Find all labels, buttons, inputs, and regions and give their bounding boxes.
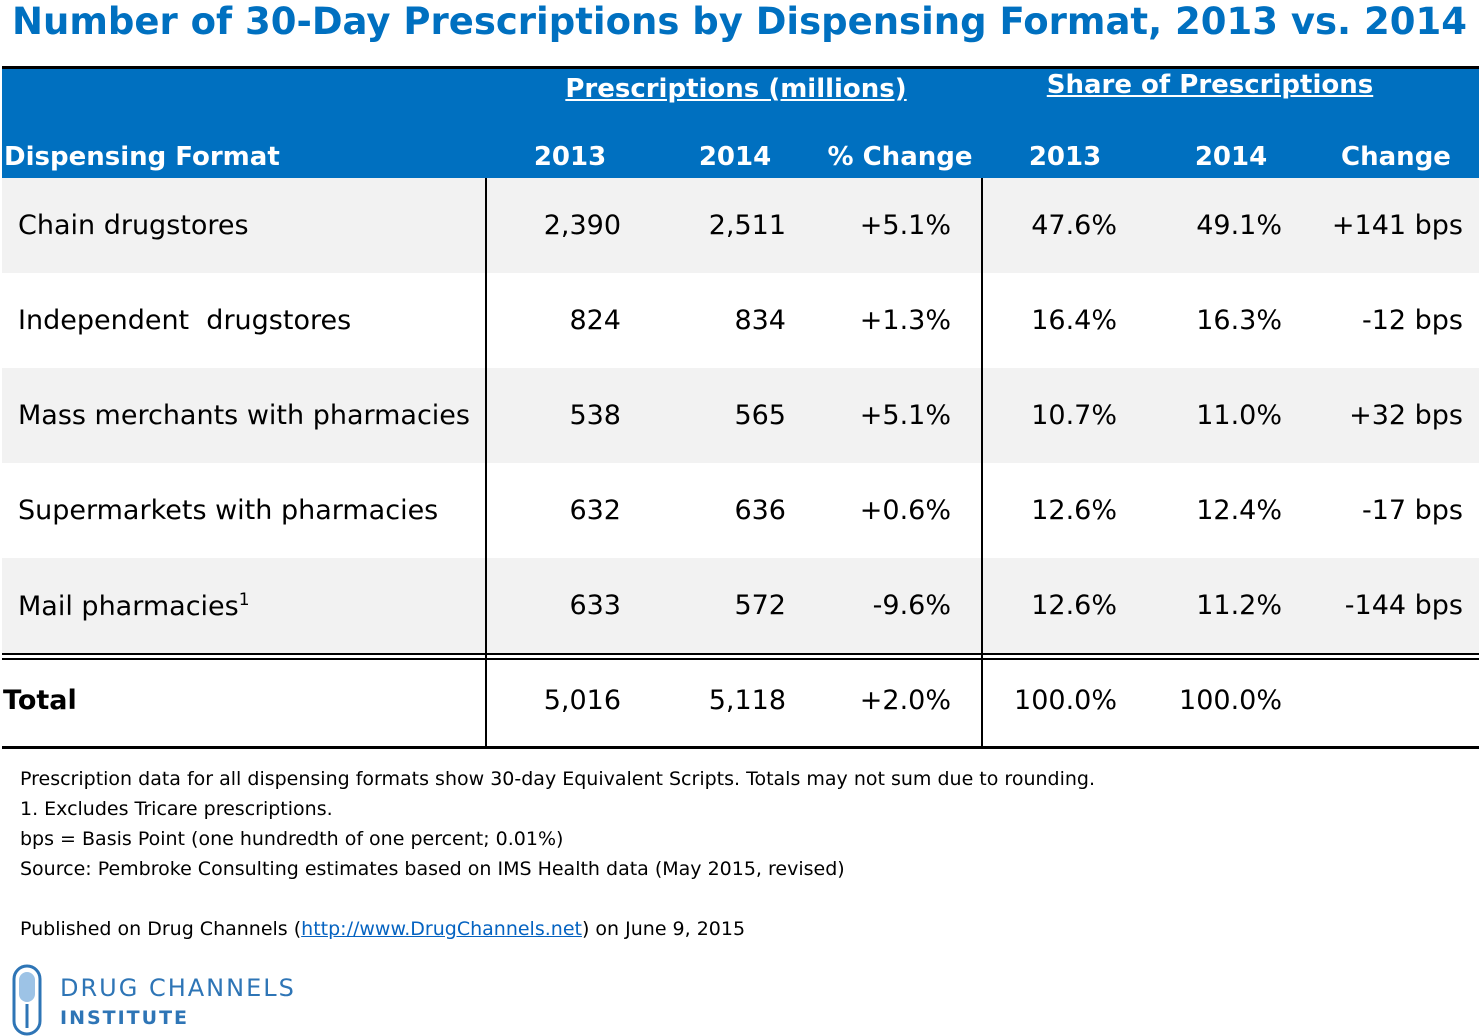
cell: +5.1% — [859, 210, 951, 241]
cell: 633 — [569, 590, 621, 621]
cell: +5.1% — [859, 400, 951, 431]
cell: 11.2% — [1196, 590, 1282, 621]
double-line — [2, 653, 1479, 655]
cell: 12.4% — [1196, 495, 1282, 526]
table-bottom-border — [2, 746, 1479, 749]
header-band — [2, 69, 1479, 178]
cell: 636 — [734, 495, 786, 526]
link[interactable]: http://www.DrugChannels.net — [301, 918, 582, 940]
cell: 565 — [734, 400, 786, 431]
cell: 538 — [569, 400, 621, 431]
column-divider — [485, 178, 487, 748]
row-background — [2, 368, 1479, 463]
cell: 10.7% — [1031, 400, 1117, 431]
note: Source: Pembroke Consulting estimates ba… — [20, 858, 845, 880]
footnote-mark: 1 — [238, 590, 250, 610]
row-background — [2, 558, 1479, 653]
column-divider — [981, 178, 983, 748]
logo-text: DRUG CHANNELS — [60, 974, 296, 1002]
published-text: ) on June 9, 2015 — [581, 918, 746, 940]
cell: 49.1% — [1196, 210, 1282, 241]
total-cell: 5,016 — [543, 685, 621, 716]
group-header: Prescriptions (millions) — [565, 74, 907, 104]
cell: 572 — [734, 590, 786, 621]
total-label: Total — [3, 685, 77, 716]
cell: +141 bps — [1331, 210, 1463, 241]
cell: -9.6% — [872, 590, 951, 621]
total-cell: 100.0% — [1014, 685, 1117, 716]
row-label: Independent drugstores — [18, 305, 352, 336]
cell: 12.6% — [1031, 495, 1117, 526]
row-label: Mail pharmacies1 — [18, 590, 250, 622]
cell: +0.6% — [859, 495, 951, 526]
published-text: Published on Drug Channels ( — [20, 918, 302, 940]
cell: -144 bps — [1344, 590, 1463, 621]
cell: 16.4% — [1031, 305, 1117, 336]
cell: -12 bps — [1361, 305, 1463, 336]
column-header: % Change — [827, 142, 973, 172]
column-header: 2013 — [533, 142, 607, 172]
row-background — [2, 463, 1479, 558]
column-header: Change — [1341, 142, 1451, 172]
group-header: Share of Prescriptions — [1046, 70, 1374, 100]
table-top-border — [2, 66, 1479, 69]
row-label: Mass merchants with pharmacies — [18, 400, 470, 431]
cell: 2,511 — [708, 210, 786, 241]
published-line: Published on Drug Channels (http://www.D… — [20, 918, 745, 940]
row-label: Chain drugstores — [18, 210, 249, 241]
cell: 12.6% — [1031, 590, 1117, 621]
column-header: 2014 — [1194, 142, 1268, 172]
note: bps = Basis Point (one hundredth of one … — [20, 828, 564, 850]
logo-icon — [12, 964, 42, 1036]
title: Number of 30-Day Prescriptions by Dispen… — [12, 0, 1467, 43]
total-cell: 5,118 — [708, 685, 786, 716]
note: Prescription data for all dispensing for… — [20, 768, 1096, 790]
column-header: Dispensing Format — [4, 142, 280, 172]
cell: +1.3% — [859, 305, 951, 336]
row-background — [2, 178, 1479, 273]
row-background — [2, 273, 1479, 368]
cell: 824 — [569, 305, 621, 336]
double-line — [2, 658, 1479, 660]
column-header: 2014 — [698, 142, 772, 172]
total-cell: +2.0% — [859, 685, 951, 716]
column-header: 2013 — [1028, 142, 1102, 172]
cell: -17 bps — [1361, 495, 1463, 526]
cell: 834 — [734, 305, 786, 336]
cell: 632 — [569, 495, 621, 526]
cell: 2,390 — [543, 210, 621, 241]
cell: +32 bps — [1349, 400, 1463, 431]
cell: 11.0% — [1196, 400, 1282, 431]
cell: 47.6% — [1031, 210, 1117, 241]
total-cell: 100.0% — [1179, 685, 1282, 716]
row-label: Supermarkets with pharmacies — [18, 495, 439, 526]
note: 1. Excludes Tricare prescriptions. — [20, 798, 333, 820]
cell: 16.3% — [1196, 305, 1282, 336]
logo-text: INSTITUTE — [60, 1007, 190, 1029]
